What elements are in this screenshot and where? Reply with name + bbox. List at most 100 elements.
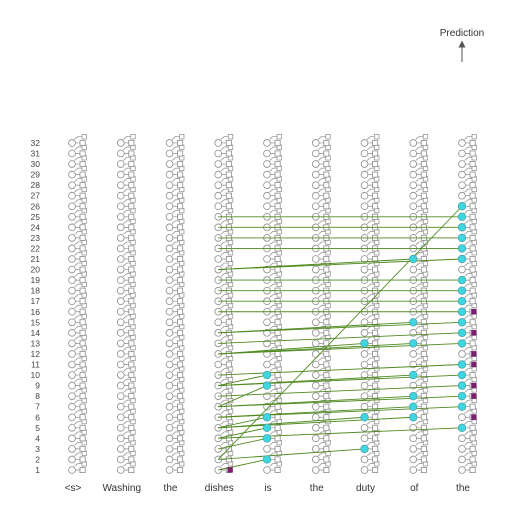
layer-node [311,450,331,464]
layer-node [165,144,185,158]
layer-node [409,165,429,179]
layer-node [165,281,185,295]
active-node [457,318,467,327]
layer-node [311,144,331,158]
layer-label: 12 [31,349,41,359]
layer-node [116,250,136,263]
layer-node [458,176,477,189]
layer-node [165,155,185,168]
layer-node [263,292,282,306]
token-label: the [310,483,324,494]
layer-node [214,260,234,274]
layer-node [360,239,380,253]
layer-node [68,134,87,147]
layer-node [68,144,87,158]
active-node [409,413,418,422]
layer-node [409,186,429,200]
layer-node [116,334,136,348]
active-node [457,244,467,253]
layer-label: 3 [35,444,40,454]
layer-label: 31 [31,149,41,159]
layer-node [68,408,87,422]
layer-label: 23 [31,233,41,243]
layer-node [311,397,331,411]
layer-node [360,302,380,316]
layer-label: 13 [31,338,41,348]
attention-edge [218,364,463,376]
layer-node [214,165,234,179]
mlp-marker [227,467,233,473]
node-grid [68,134,477,474]
attention-edge [218,321,414,334]
mlp-marker [471,308,477,315]
layer-node [116,165,136,179]
layer-node [263,218,282,232]
layer-label: 6 [35,412,40,422]
mlp-marker [471,361,477,368]
layer-node [311,186,331,200]
layer-node [409,302,429,316]
layer-node [458,429,477,443]
token-label: the [164,483,178,494]
layer-node [165,271,185,284]
layer-node [263,239,282,253]
layer-label: 16 [31,307,41,317]
layer-node [165,260,185,274]
layer-node [311,229,331,242]
layer-node [116,260,136,274]
layer-node [165,334,185,348]
layer-node [165,313,185,327]
attention-edge [218,416,365,429]
layer-node [360,292,380,306]
layer-node [311,461,331,474]
layer-node [311,408,331,422]
layer-node [116,207,136,221]
layer-node [68,355,87,369]
layer-node [116,355,136,369]
layer-node [214,239,234,253]
layer-node [214,250,234,263]
label-layer: 1234567891011121314151617181920212223242… [31,138,471,494]
active-node [457,360,467,369]
attention-edge [218,385,268,408]
layer-node [116,345,136,358]
active-node [409,254,418,264]
layer-node [263,313,282,327]
layer-node [214,176,234,189]
layer-node [68,313,87,327]
layer-node [360,134,380,147]
token-label: the [456,483,470,494]
attention-edge [218,427,463,439]
attention-edge [218,342,365,355]
active-node [360,444,369,454]
layer-node [214,218,234,232]
active-node [457,275,467,285]
layer-node [68,197,87,211]
layer-node [214,345,234,358]
layer-node [68,302,87,316]
layer-node [311,155,331,168]
layer-node [165,418,185,432]
layer-node [214,155,234,168]
active-node [409,339,418,348]
layer-node [68,366,87,379]
layer-label: 19 [31,275,41,285]
layer-node [458,260,477,274]
token-label: Washing [102,483,141,494]
active-node [262,423,272,432]
layer-label: 20 [31,265,41,275]
layer-node [360,165,380,179]
layer-label: 27 [31,191,41,201]
layer-node [68,376,87,390]
layer-node [263,302,282,316]
layer-node [165,408,185,422]
layer-node [214,387,234,400]
layer-node [458,450,477,464]
layer-label: 9 [35,381,40,391]
layer-node [165,292,185,306]
attention-edge [218,342,414,355]
layer-node [116,186,136,200]
layer-node [165,207,185,221]
layer-node [68,250,87,263]
layer-node [165,397,185,411]
